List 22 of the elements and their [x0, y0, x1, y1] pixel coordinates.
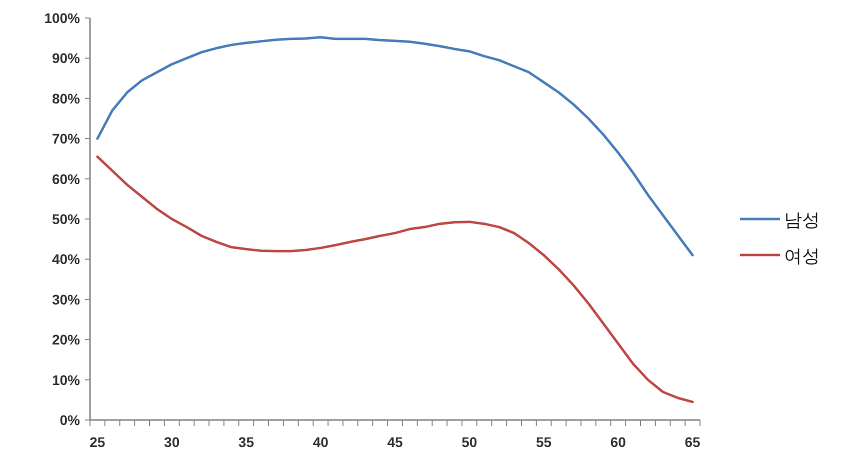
y-tick-label: 0%	[60, 412, 81, 428]
x-tick-label: 65	[684, 434, 701, 450]
y-tick-label: 30%	[52, 291, 81, 308]
y-tick-label: 60%	[52, 170, 81, 187]
y-tick-label: 90%	[52, 50, 81, 66]
legend-label: 남성	[784, 210, 820, 230]
y-tick-label: 100%	[44, 10, 81, 26]
y-tick-label: 10%	[52, 372, 81, 388]
x-tick-label: 25	[90, 434, 106, 450]
x-tick-label: 45	[387, 434, 403, 450]
y-tick-label: 50%	[52, 211, 81, 227]
y-tick-label: 20%	[52, 332, 81, 348]
y-tick-label: 40%	[52, 251, 81, 268]
legend-label: 여성	[784, 246, 820, 266]
x-tick-label: 35	[238, 434, 254, 450]
x-tick-label: 30	[164, 434, 180, 450]
y-tick-label: 70%	[52, 130, 81, 147]
x-tick-label: 50	[462, 434, 478, 450]
x-tick-label: 60	[610, 434, 626, 450]
x-tick-label: 55	[536, 434, 552, 450]
x-tick-label: 40	[312, 434, 329, 450]
y-tick-label: 80%	[52, 90, 81, 106]
